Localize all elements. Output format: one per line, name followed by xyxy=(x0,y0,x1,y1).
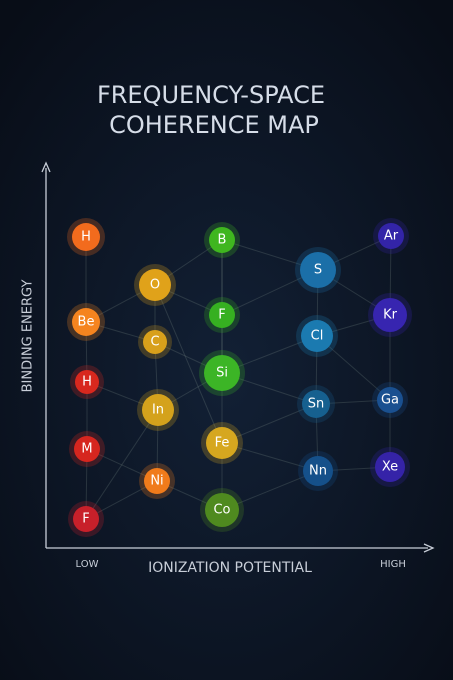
node xyxy=(303,456,333,486)
node xyxy=(209,302,235,328)
node-label: H xyxy=(82,375,92,390)
x-arrow xyxy=(423,543,435,553)
node-label: Sn xyxy=(308,397,325,412)
node xyxy=(72,223,100,251)
node xyxy=(378,223,404,249)
edge xyxy=(316,335,391,401)
node-label: Nn xyxy=(309,464,327,479)
node-label: O xyxy=(150,278,160,293)
nodes: H Be H M F O C In Ni B F Si Fe Co S Cl Sn Nn Ar Kr Ga Xe xyxy=(67,218,412,537)
edge xyxy=(85,480,158,520)
node-label: Co xyxy=(213,503,230,518)
y-arrow xyxy=(41,161,51,173)
node xyxy=(142,394,174,426)
node-label: Ni xyxy=(150,474,163,489)
edge xyxy=(221,403,317,444)
node xyxy=(204,355,240,391)
node-label: S xyxy=(314,263,322,278)
node xyxy=(375,452,405,482)
edge xyxy=(85,409,159,520)
node-label: M xyxy=(81,442,92,457)
node xyxy=(205,493,239,527)
node-label: C xyxy=(150,335,159,350)
edge xyxy=(221,470,319,511)
node xyxy=(377,387,403,413)
node-label: Ar xyxy=(384,229,399,244)
node xyxy=(73,506,99,532)
node xyxy=(72,308,100,336)
node-label: In xyxy=(152,403,164,418)
node xyxy=(139,269,171,301)
node-label: H xyxy=(81,230,91,245)
node-label: Si xyxy=(216,366,228,381)
node xyxy=(144,468,170,494)
node xyxy=(302,390,330,418)
edge xyxy=(154,284,223,444)
node xyxy=(74,436,100,462)
node-label: F xyxy=(218,308,225,323)
node-label: Ga xyxy=(381,393,399,408)
x-axis-label: IONIZATION POTENTIAL xyxy=(148,560,312,576)
node xyxy=(373,298,407,332)
node-label: Be xyxy=(78,315,95,330)
title-line: FREQUENCY-SPACE xyxy=(97,81,325,109)
y-axis-label: BINDING ENERGY xyxy=(21,280,36,393)
edge xyxy=(221,442,319,472)
x-low-label: LOW xyxy=(76,559,99,570)
node-label: B xyxy=(218,233,227,248)
node-label: Fe xyxy=(215,436,230,451)
node xyxy=(301,320,333,352)
title-line: COHERENCE MAP xyxy=(109,111,319,139)
node xyxy=(143,330,167,354)
node-label: Kr xyxy=(383,308,398,323)
node-label: F xyxy=(82,512,89,527)
node-label: Xe xyxy=(382,460,398,475)
node xyxy=(209,227,235,253)
node xyxy=(300,252,336,288)
x-high-label: HIGH xyxy=(380,559,406,570)
node xyxy=(206,427,238,459)
node-label: Cl xyxy=(311,329,324,344)
node xyxy=(75,370,99,394)
